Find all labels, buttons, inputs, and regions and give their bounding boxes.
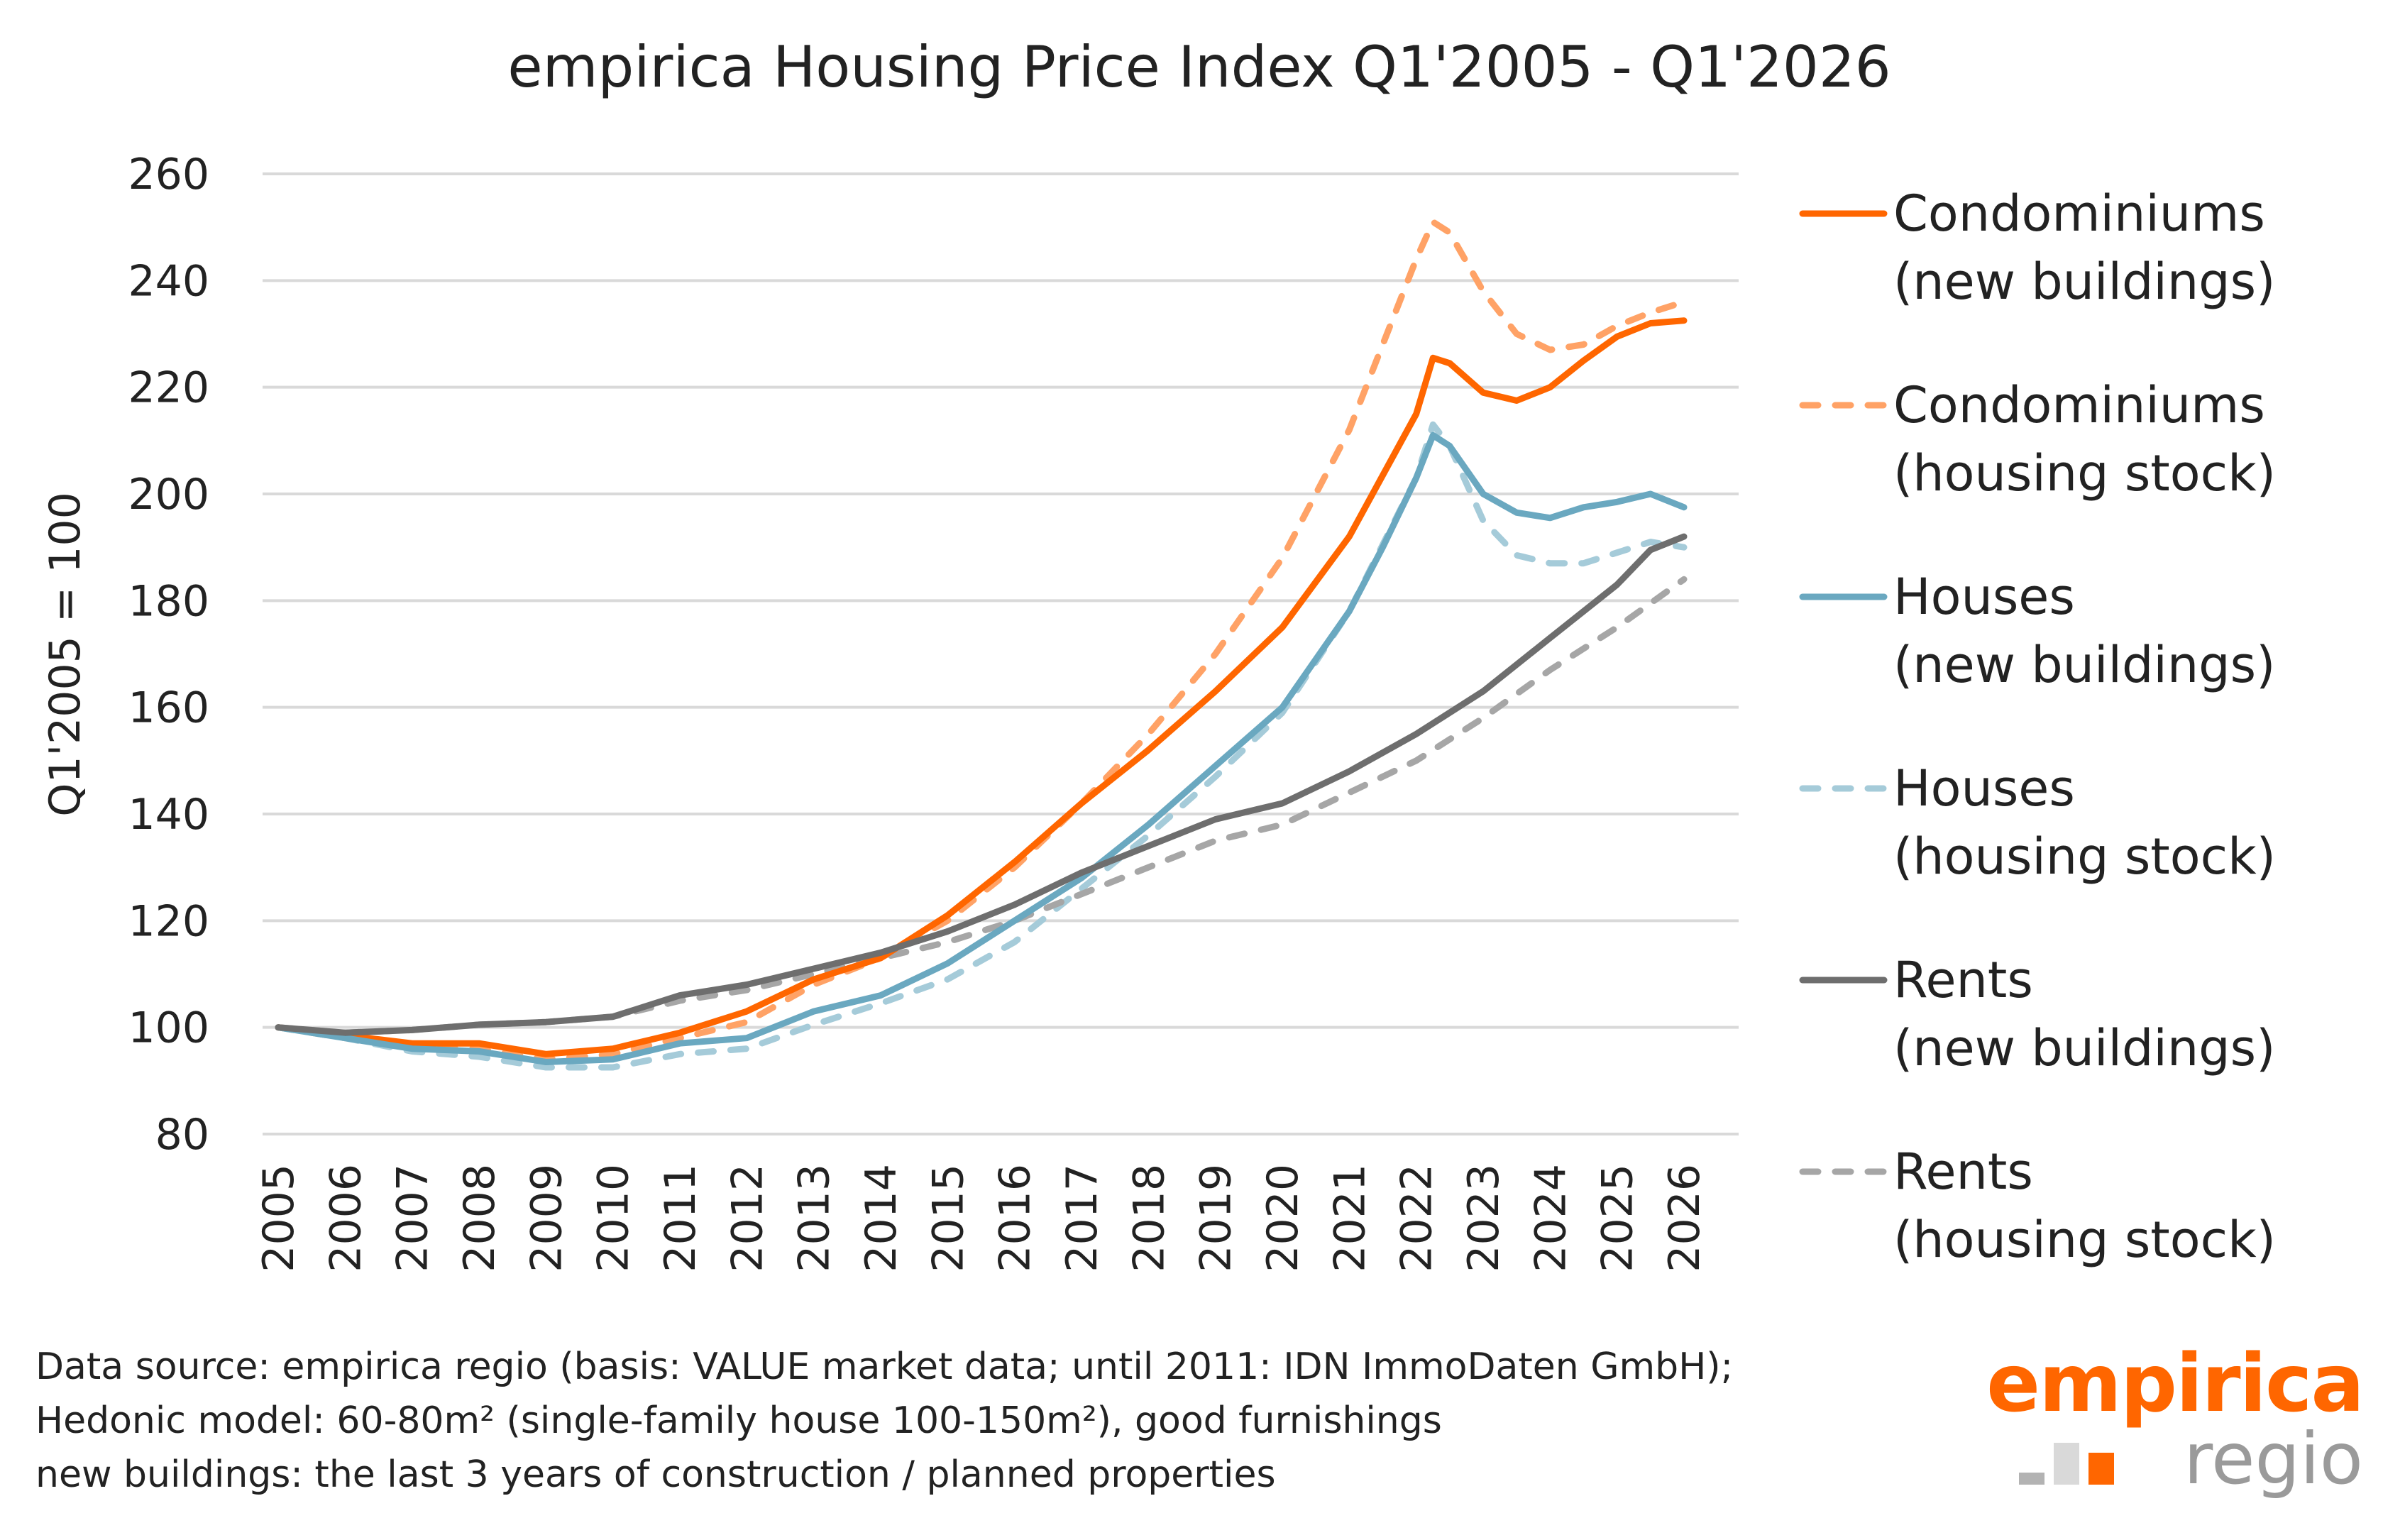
y-tick-label: 180 (128, 576, 209, 626)
logo-square-1 (2019, 1473, 2044, 1485)
x-tick-label: 2007 (388, 1164, 438, 1272)
x-tick-label: 2024 (1526, 1164, 1575, 1272)
y-tick-label: 100 (128, 1003, 209, 1053)
legend-label: (new buildings) (1893, 1019, 2275, 1077)
y-tick-label: 260 (128, 150, 209, 199)
x-tick-label: 2022 (1392, 1164, 1442, 1272)
x-tick-label: 2026 (1660, 1164, 1710, 1272)
series-line-condominiums-new-buildings (275, 317, 1688, 1057)
x-tick-label: 2025 (1593, 1164, 1643, 1272)
footnote-line: Data source: empirica regio (basis: VALU… (35, 1346, 1734, 1388)
y-tick-label: 120 (128, 896, 209, 946)
y-axis-label: Q1'2005 = 100 (40, 492, 90, 817)
series-line-houses-new-buildings (275, 431, 1688, 1065)
legend-label: Rents (1893, 951, 2033, 1009)
x-tick-label: 2021 (1325, 1164, 1375, 1272)
x-tick-label: 2019 (1192, 1164, 1241, 1272)
empirica-regio-logo: empirica regio (1986, 1338, 2365, 1515)
legend-label: (new buildings) (1893, 636, 2275, 694)
legend-label: Condominiums (1893, 376, 2265, 434)
x-tick-label: 2006 (321, 1164, 370, 1272)
x-tick-label: 2016 (991, 1164, 1040, 1272)
logo-square-3 (2088, 1453, 2114, 1485)
x-tick-label: 2017 (1057, 1164, 1107, 1272)
y-tick-label: 160 (128, 683, 209, 733)
legend-label: (housing stock) (1893, 1211, 2276, 1269)
x-tick-label: 2023 (1459, 1164, 1509, 1272)
legend-label: (new buildings) (1893, 253, 2275, 311)
x-tick-label: 2008 (455, 1164, 505, 1272)
x-tick-label: 2015 (923, 1164, 973, 1272)
series-line-houses-housing-stock (275, 421, 1688, 1071)
legend: Condominiums (new buildings) Condominiums (… (1799, 185, 2276, 1269)
footnote-line: new buildings: the last 3 years of const… (35, 1453, 1276, 1496)
series-line-rents-housing-stock (275, 576, 1688, 1036)
legend-label: Condominiums (1893, 185, 2265, 243)
legend-label: (housing stock) (1893, 827, 2276, 886)
logo-text-regio: regio (2184, 1417, 2363, 1500)
legend-label: (housing stock) (1893, 444, 2276, 502)
x-tick-label: 2014 (857, 1164, 906, 1272)
y-tick-label: 140 (128, 790, 209, 840)
legend-label: Rents (1893, 1143, 2033, 1201)
y-axis-ticks: 80 100 120 140 160 180 200 220 240 260 (128, 150, 209, 1160)
logo-text-empirica: empirica (1986, 1338, 2365, 1430)
x-tick-label: 2018 (1124, 1164, 1174, 1272)
x-tick-label: 2020 (1258, 1164, 1308, 1272)
legend-label: Houses (1893, 568, 2075, 626)
x-tick-label: 2013 (790, 1164, 840, 1272)
y-tick-label: 220 (128, 363, 209, 413)
series-line-condominiums-housing-stock (275, 219, 1688, 1063)
y-tick-label: 80 (155, 1110, 209, 1160)
footnote: Data source: empirica regio (basis: VALU… (35, 1340, 1733, 1502)
x-tick-label: 2005 (254, 1164, 304, 1272)
series-lines (275, 219, 1688, 1071)
chart-title: empirica Housing Price Index Q1'2005 - Q… (507, 34, 1891, 100)
gridlines (263, 172, 1739, 1135)
logo-square-2 (2054, 1443, 2079, 1485)
y-tick-label: 240 (128, 256, 209, 306)
footnote-line: Hedonic model: 60-80m² (single-family ho… (35, 1399, 1442, 1442)
x-tick-label: 2011 (656, 1164, 705, 1272)
x-tick-label: 2010 (589, 1164, 639, 1272)
x-tick-label: 2009 (522, 1164, 571, 1272)
series-line-rents-new-buildings (275, 533, 1688, 1036)
legend-label: Houses (1893, 759, 2075, 818)
x-axis-ticks: 2005 2006 2007 2008 2009 2010 2011 2012 2013 2014… (254, 1164, 1710, 1272)
y-tick-label: 200 (128, 470, 209, 519)
x-tick-label: 2012 (722, 1164, 772, 1272)
